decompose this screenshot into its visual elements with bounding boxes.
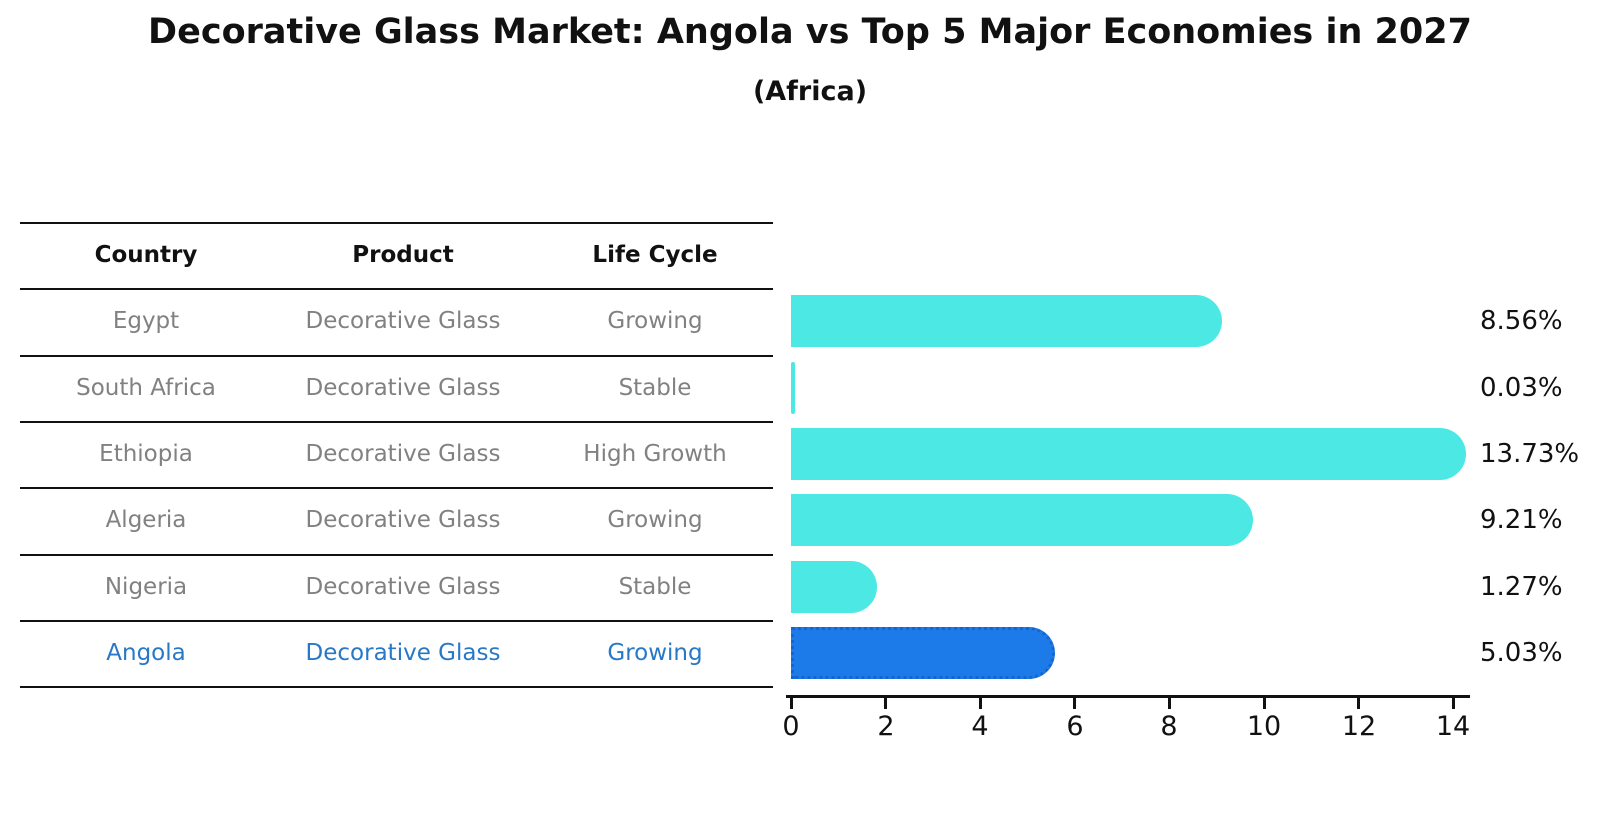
table-row-product: Decorative Glass xyxy=(305,441,501,467)
bar-value-label: 9.21% xyxy=(1480,505,1563,535)
table-row-country: Nigeria xyxy=(104,574,188,600)
table-row-life_cycle: Growing xyxy=(607,308,703,334)
table-row-product: Decorative Glass xyxy=(305,574,501,600)
bar-nigeria xyxy=(791,561,877,613)
table-row-life_cycle: Stable xyxy=(618,375,692,401)
x-axis-tick xyxy=(790,698,793,709)
bar-ethiopia xyxy=(791,428,1466,480)
x-axis-spine xyxy=(786,695,1470,698)
x-axis-tick xyxy=(1452,698,1455,709)
table-rule xyxy=(20,355,773,357)
x-axis-tick-label: 0 xyxy=(782,711,800,742)
table-rule xyxy=(20,487,773,489)
x-axis-tick-label: 12 xyxy=(1341,711,1377,742)
x-axis-tick xyxy=(1357,698,1360,709)
table-rule xyxy=(20,686,773,688)
bar-egypt xyxy=(791,295,1222,347)
x-axis-tick-label: 2 xyxy=(877,711,895,742)
bar-south-africa xyxy=(791,362,795,414)
table-row-country: Algeria xyxy=(105,507,187,533)
x-axis-tick-label: 10 xyxy=(1246,711,1282,742)
table-row-life_cycle: High Growth xyxy=(583,441,727,467)
table-row-life_cycle: Growing xyxy=(607,640,703,666)
bar-value-label: 0.03% xyxy=(1480,373,1563,403)
table-rule xyxy=(20,421,773,423)
bar-value-label: 5.03% xyxy=(1480,638,1563,668)
x-axis-tick xyxy=(979,698,982,709)
x-axis-tick xyxy=(1168,698,1171,709)
column-header-product: Product xyxy=(352,242,454,268)
table-row-country: South Africa xyxy=(76,375,216,401)
x-axis-tick xyxy=(1263,698,1266,709)
chart-subtitle: (Africa) xyxy=(752,76,868,107)
x-axis-tick-label: 4 xyxy=(971,711,989,742)
bar-value-label: 8.56% xyxy=(1480,306,1563,336)
bar-value-label: 13.73% xyxy=(1480,439,1580,469)
bar-angola xyxy=(791,627,1055,679)
table-row-country: Ethiopia xyxy=(99,441,193,467)
table-rule xyxy=(20,222,773,224)
column-header-country: Country xyxy=(94,242,198,268)
table-row-product: Decorative Glass xyxy=(305,507,501,533)
table-rule xyxy=(20,554,773,556)
table-row-country: Angola xyxy=(106,640,186,666)
table-rule xyxy=(20,288,773,290)
bar-value-label: 1.27% xyxy=(1480,572,1563,602)
table-row-product: Decorative Glass xyxy=(305,640,501,666)
table-row-product: Decorative Glass xyxy=(305,308,501,334)
x-axis-tick-label: 6 xyxy=(1066,711,1084,742)
bar-algeria xyxy=(791,494,1253,546)
column-header-life-cycle: Life Cycle xyxy=(592,242,718,268)
x-axis-tick xyxy=(884,698,887,709)
table-row-life_cycle: Growing xyxy=(607,507,703,533)
chart-title: Decorative Glass Market: Angola vs Top 5… xyxy=(148,12,1472,52)
x-axis-tick-label: 8 xyxy=(1160,711,1178,742)
x-axis-tick-label: 14 xyxy=(1435,711,1471,742)
table-row-product: Decorative Glass xyxy=(305,375,501,401)
table-row-country: Egypt xyxy=(112,308,180,334)
table-row-life_cycle: Stable xyxy=(618,574,692,600)
table-rule xyxy=(20,620,773,622)
x-axis-tick xyxy=(1073,698,1076,709)
